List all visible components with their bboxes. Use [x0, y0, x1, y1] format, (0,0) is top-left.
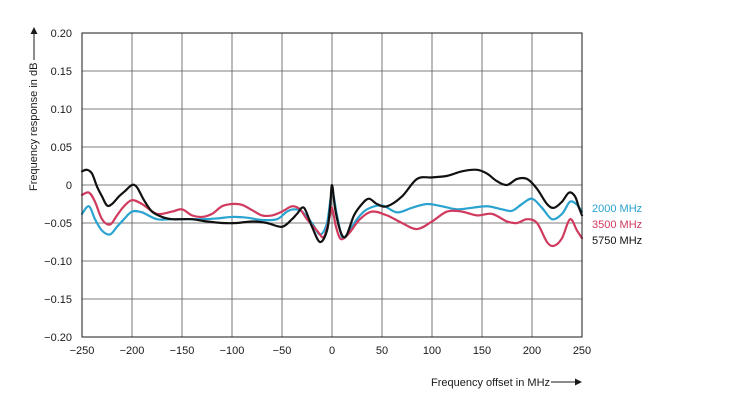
x-tick-label: −50	[273, 345, 292, 357]
y-tick-label: −0.15	[44, 294, 72, 306]
y-axis-title: Frequency response in dB	[28, 63, 40, 191]
x-axis-arrow-head	[575, 378, 582, 386]
x-tick-label: −250	[70, 345, 95, 357]
y-tick-label: −0.20	[44, 332, 72, 344]
y-tick-labels: 0.20 0.15 0.10 0.05 0 −0.05 −0.10 −0.15 −0.20	[44, 28, 72, 344]
x-tick-label: −100	[220, 345, 245, 357]
x-tick-label: −200	[120, 345, 145, 357]
y-tick-label: 0.05	[51, 142, 72, 154]
y-tick-label: −0.10	[44, 256, 72, 268]
x-tick-label: 150	[473, 345, 491, 357]
x-tick-label: 100	[423, 345, 441, 357]
x-tick-label: −150	[170, 345, 195, 357]
x-tick-labels: −250 −200 −150 −100 −50 0 50 100 150 200 250	[70, 345, 592, 357]
legend-5750mhz: 5750 MHz	[592, 235, 642, 247]
y-tick-label: 0	[66, 180, 72, 192]
x-tick-label: 250	[573, 345, 591, 357]
plot-frame	[81, 32, 583, 338]
series-line-5750mhz	[80, 168, 584, 244]
series-lines	[80, 168, 584, 248]
x-axis-title: Frequency offset in MHz	[431, 377, 550, 389]
x-tick-label: 0	[329, 345, 335, 357]
y-tick-label: 0.20	[51, 28, 72, 40]
legend-2000mhz: 2000 MHz	[592, 203, 642, 215]
y-tick-label: 0.15	[51, 66, 72, 78]
x-tick-label: 50	[376, 345, 388, 357]
y-tick-label: 0.10	[51, 104, 72, 116]
x-tick-label: 200	[523, 345, 541, 357]
y-axis-arrow-head	[30, 27, 38, 34]
legend-3500mhz: 3500 MHz	[592, 219, 642, 231]
y-tick-label: −0.05	[44, 218, 72, 230]
